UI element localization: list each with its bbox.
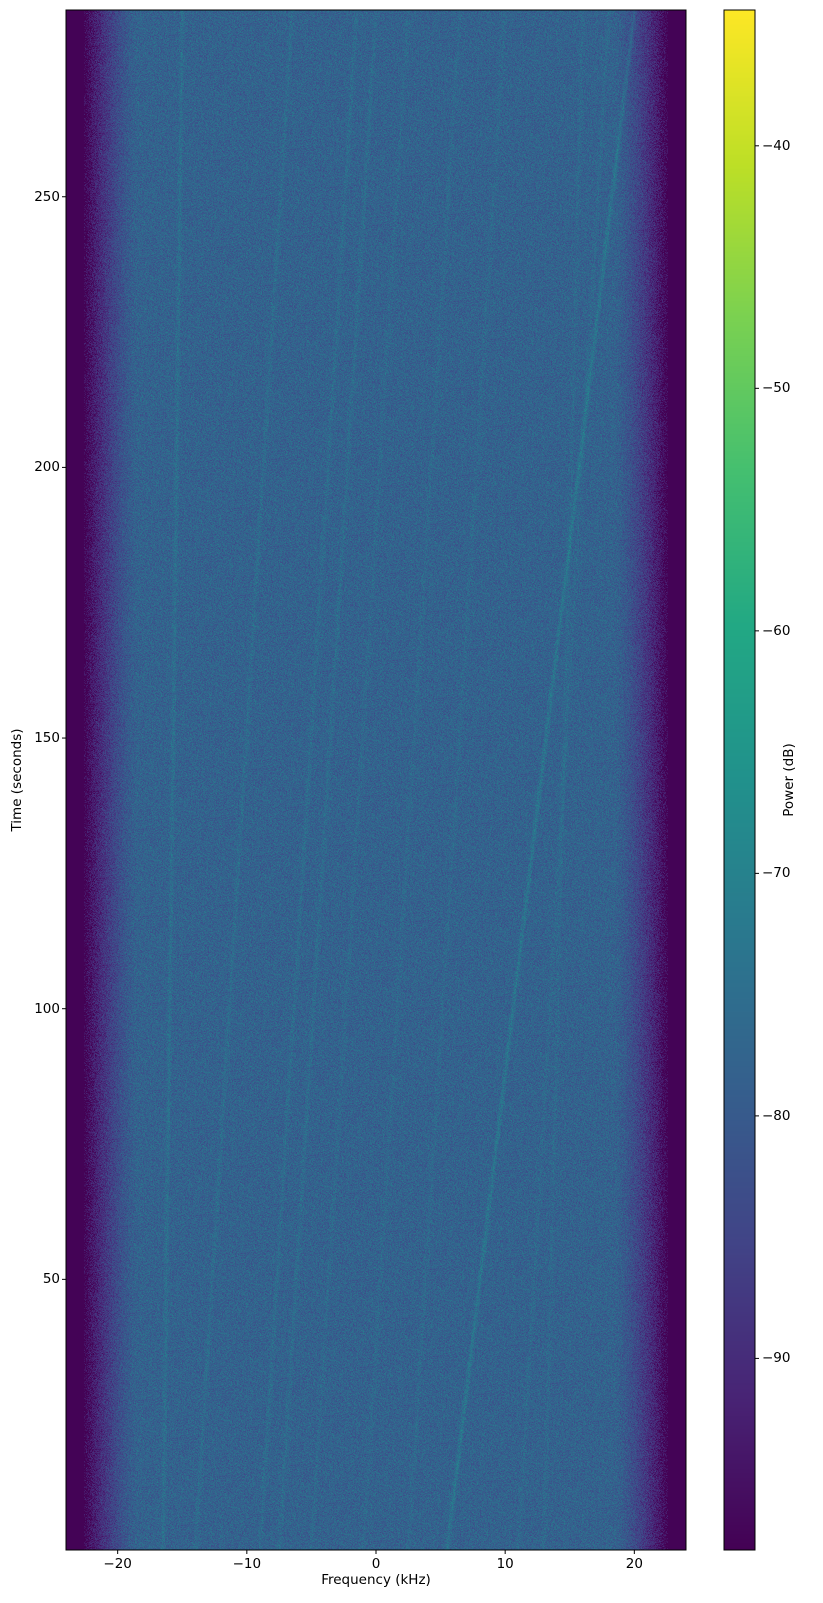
x-tick-label: −20 — [103, 1556, 132, 1572]
colorbar-tick-label: −40 — [762, 137, 791, 154]
colorbar-tick-label: −80 — [762, 1107, 791, 1124]
y-tick-label: 250 — [34, 188, 60, 205]
y-tick-label: 150 — [34, 730, 60, 747]
y-tick-label: 200 — [34, 459, 60, 476]
x-axis-label: Frequency (kHz) — [321, 1572, 431, 1588]
colorbar-label: Power (dB) — [781, 743, 797, 817]
y-axis-label: Time (seconds) — [9, 728, 25, 832]
x-tick-label: 20 — [625, 1556, 643, 1572]
colorbar — [724, 10, 755, 1550]
colorbar-tick-label: −60 — [762, 622, 791, 639]
plot-border — [65, 9, 687, 1551]
y-tick-label: 50 — [42, 1271, 60, 1288]
y-tick-label: 100 — [34, 1000, 60, 1017]
x-tick-label: 10 — [496, 1556, 514, 1572]
colorbar-tick-label: −50 — [762, 380, 791, 397]
spectrogram-heatmap — [66, 10, 686, 1550]
colorbar-border — [723, 9, 756, 1551]
colorbar-tick-label: −70 — [762, 865, 791, 882]
x-tick-label: −10 — [232, 1556, 262, 1572]
x-tick-label: 0 — [371, 1556, 381, 1572]
colorbar-tick-label: −90 — [762, 1350, 791, 1367]
